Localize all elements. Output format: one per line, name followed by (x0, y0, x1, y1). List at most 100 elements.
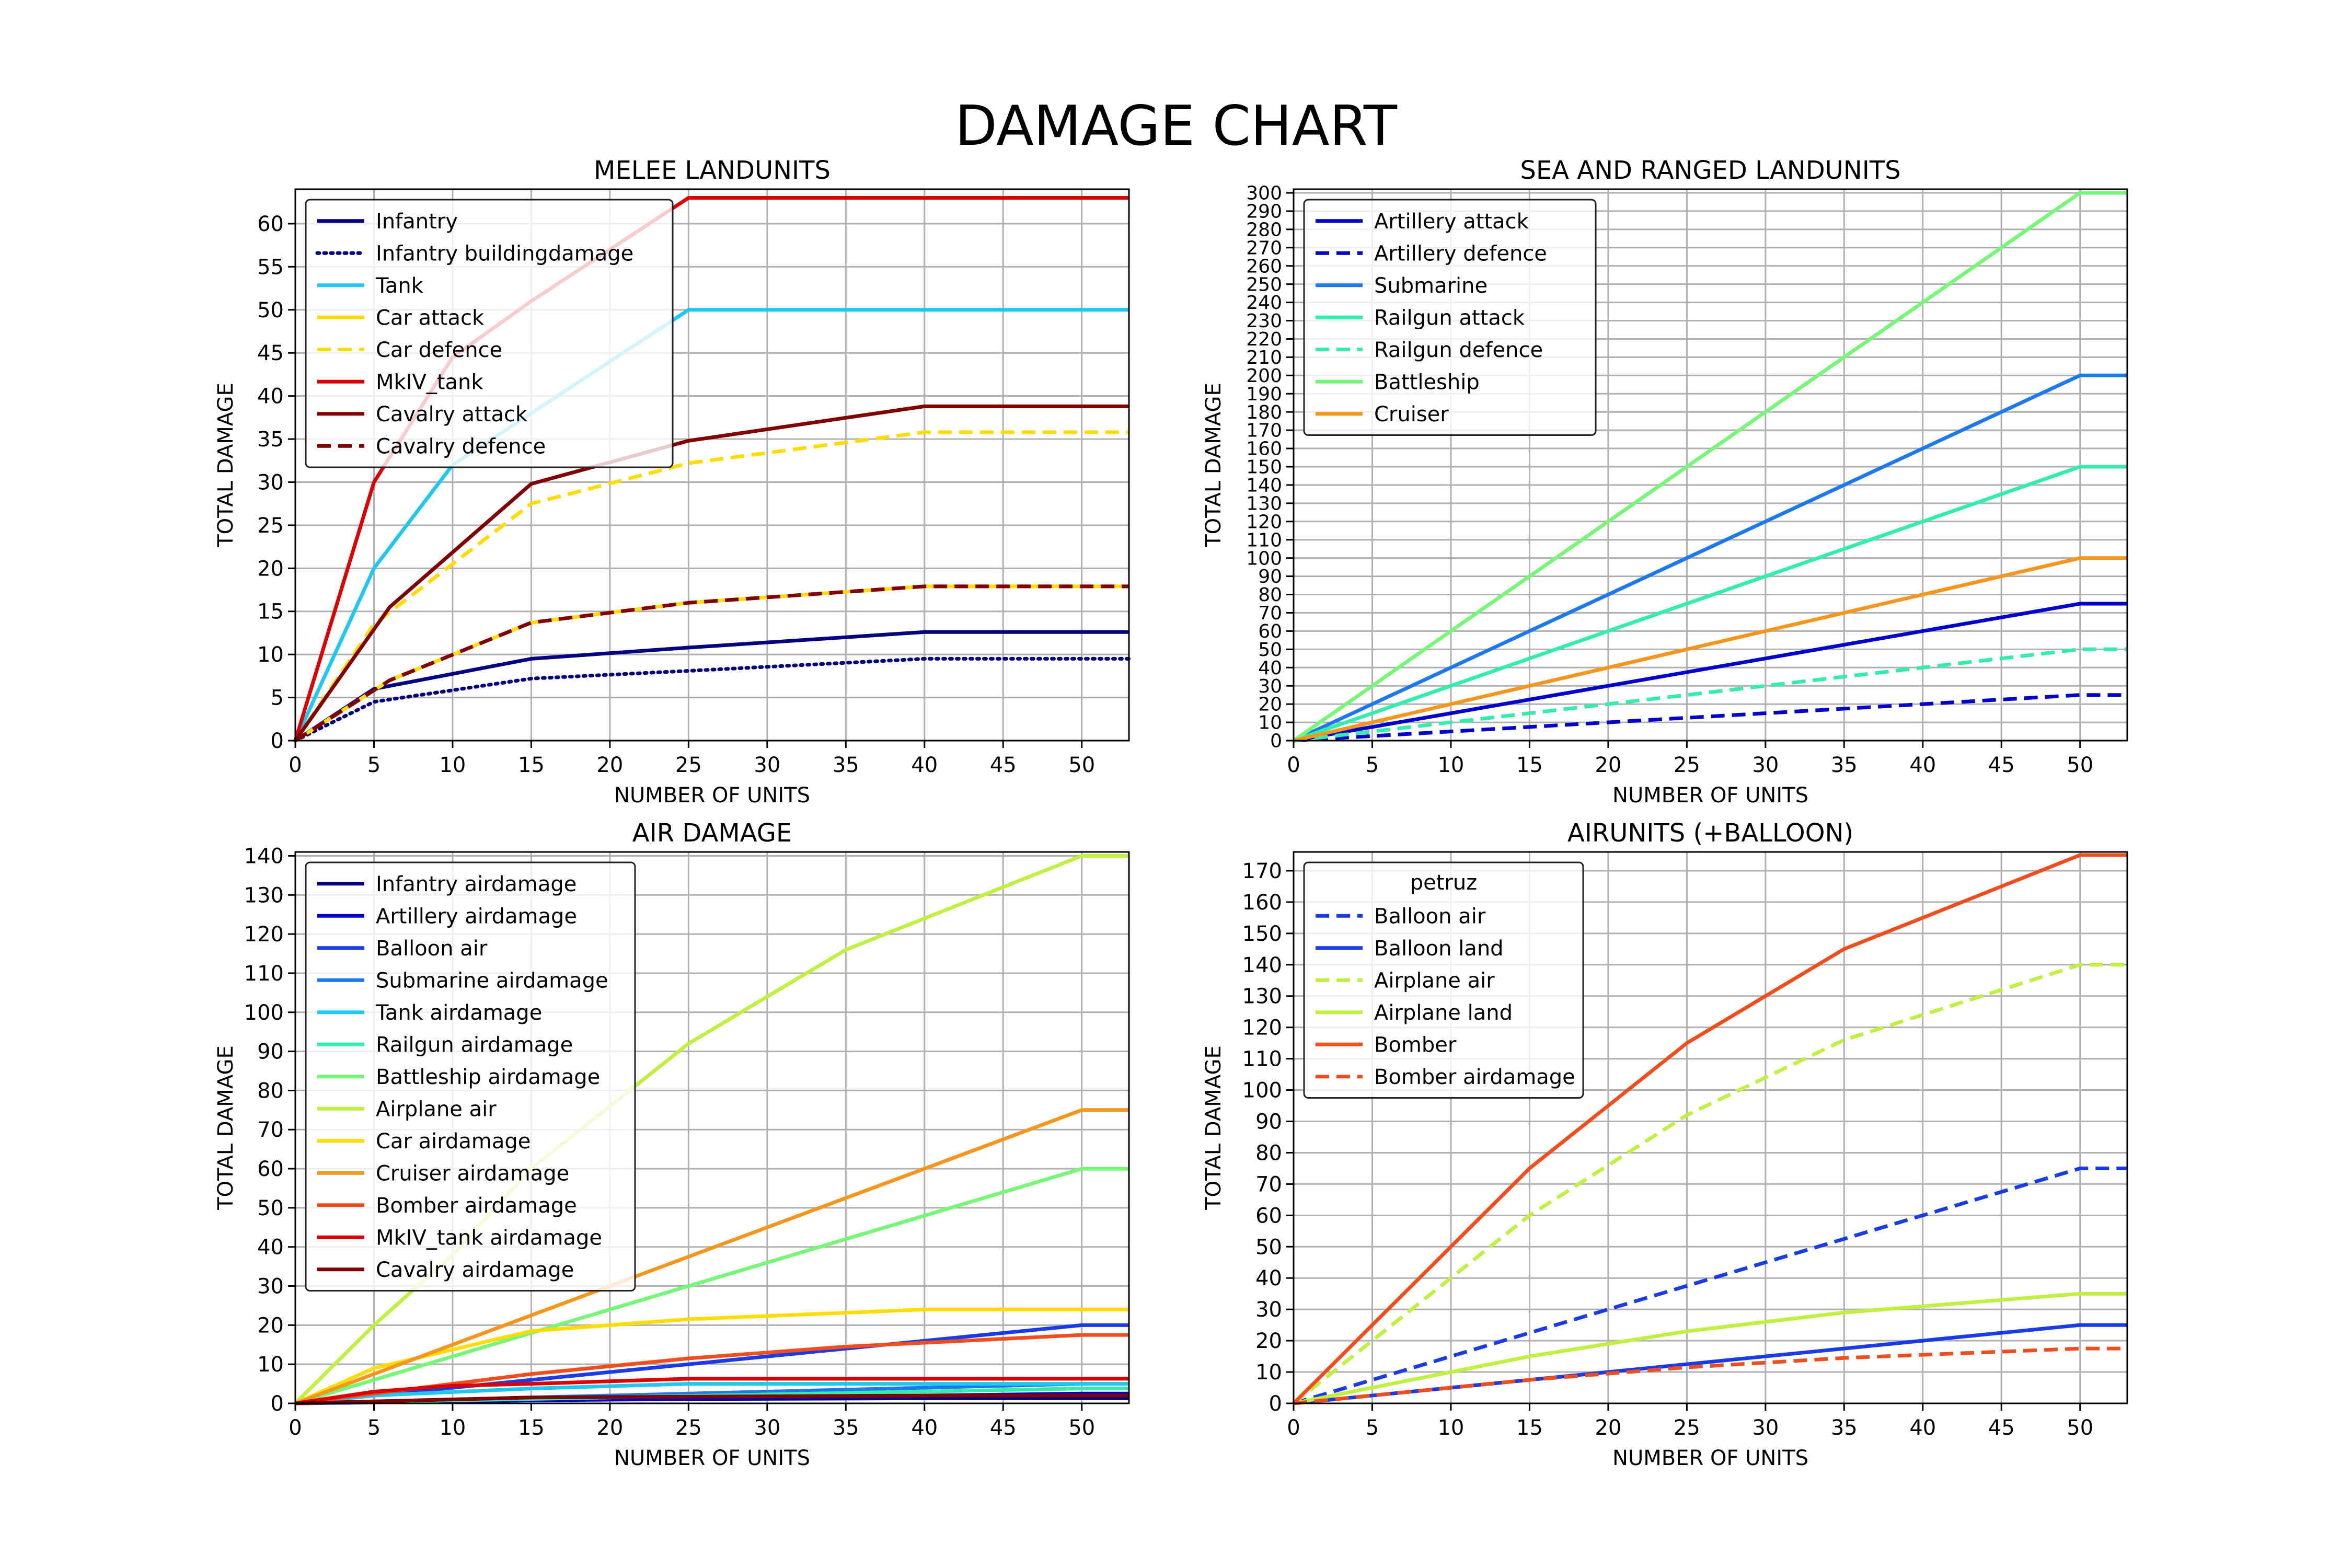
y-tick-label: 210 (1246, 347, 1282, 368)
series-line (295, 1333, 1129, 1405)
x-tick-label: 20 (1595, 753, 1621, 777)
y-tick-label: 10 (1258, 712, 1282, 734)
y-tick-label: 120 (1246, 511, 1282, 533)
legend-label: Railgun airdamage (376, 1033, 573, 1057)
chart-panel-2: 0 5 10 15 20 25 30 35 40 45 5001020304050607080901… (1202, 156, 2128, 808)
legend-label: Battleship airdamage (376, 1065, 600, 1089)
x-tick-label: 30 (1752, 1416, 1779, 1440)
series-line (1293, 373, 2127, 743)
series-line (294, 1167, 1129, 1405)
x-axis-label: NUMBER OF UNITS (614, 783, 810, 808)
legend-label: Artillery defence (1374, 242, 1547, 266)
y-tick-label: 45 (257, 341, 284, 365)
x-axis-label: NUMBER OF UNITS (1612, 1446, 1808, 1470)
chart-title: AIR DAMAGE (632, 818, 792, 848)
y-tick-label: 100 (1246, 548, 1282, 569)
y-tick-label: 170 (1246, 420, 1282, 442)
series-line (1293, 1166, 2127, 1405)
series-line (295, 1377, 1129, 1405)
y-tick-label: 100 (1242, 1079, 1282, 1103)
y-tick-label: 250 (1246, 274, 1282, 295)
y-tick-label: 130 (1246, 493, 1282, 514)
legend-label: Submarine airdamage (376, 969, 608, 993)
series-line (294, 584, 1129, 742)
series-line (294, 1307, 1129, 1405)
x-tick-label: 50 (1068, 753, 1095, 777)
series-line (1292, 963, 2127, 1405)
x-tick-label: 35 (833, 1416, 859, 1440)
legend-label: Bomber airdamage (376, 1194, 577, 1218)
x-tick-label: 15 (518, 1416, 545, 1440)
y-tick-label: 40 (1255, 1266, 1282, 1290)
y-tick-label: 20 (1255, 1329, 1282, 1353)
y-tick-label: 50 (1255, 1235, 1282, 1259)
y-tick-label: 70 (1258, 603, 1282, 624)
legend-label: Artillery airdamage (376, 905, 577, 929)
x-tick-label: 20 (1595, 1416, 1621, 1440)
y-tick-label: 55 (257, 255, 284, 279)
y-tick-label: 40 (257, 1236, 284, 1260)
y-tick-label: 280 (1246, 219, 1282, 240)
x-tick-label: 25 (675, 753, 702, 777)
y-tick-label: 130 (1242, 985, 1282, 1009)
legend: Infantry airdamage Artillery airdamage Bal… (305, 861, 636, 1292)
y-tick-label: 60 (1258, 621, 1282, 642)
series-line (294, 430, 1129, 742)
x-tick-label: 5 (1366, 1416, 1379, 1440)
legend-label: Balloon air (376, 937, 488, 961)
y-tick-label: 220 (1246, 329, 1282, 350)
y-axis-label: TOTAL DAMAGE (1202, 383, 1226, 548)
y-tick-label: 260 (1246, 256, 1282, 277)
y-tick-label: 90 (257, 1040, 284, 1064)
series-line (293, 656, 1131, 743)
y-tick-label: 140 (1242, 953, 1282, 977)
x-tick-label: 35 (1831, 753, 1858, 777)
series-line (1293, 602, 2127, 743)
y-tick-label: 170 (1242, 859, 1282, 883)
legend-label: Tank airdamage (375, 1001, 542, 1025)
y-tick-label: 60 (257, 1157, 284, 1181)
legend-label: Infantry buildingdamage (376, 242, 633, 266)
series-line (294, 1108, 1129, 1405)
legend-box (1303, 861, 1584, 1099)
y-tick-label: 200 (1246, 365, 1282, 387)
plot-frame (1293, 188, 2128, 742)
x-tick-label: 0 (1287, 753, 1300, 777)
series-line (1293, 647, 2127, 743)
y-tick-label: 20 (257, 557, 284, 581)
x-tick-label: 5 (367, 753, 381, 777)
x-tick-label: 10 (1437, 1416, 1464, 1440)
x-tick-label: 10 (439, 1416, 466, 1440)
legend: Infantry Infantry buildingdamage Tank Car a… (305, 199, 674, 468)
x-tick-label: 5 (367, 1416, 381, 1440)
legend-label: Bomber (1374, 1033, 1457, 1057)
x-tick-label: 40 (911, 753, 938, 777)
x-tick-label: 50 (2067, 753, 2093, 777)
legend-title: petruz (1410, 871, 1477, 895)
x-tick-label: 25 (1674, 753, 1700, 777)
y-tick-label: 290 (1246, 201, 1282, 223)
series-line (294, 630, 1129, 742)
x-tick-label: 50 (1068, 1416, 1095, 1440)
y-tick-label: 90 (1258, 566, 1282, 587)
y-tick-label: 230 (1246, 310, 1282, 332)
x-tick-label: 45 (990, 753, 1017, 777)
y-tick-label: 160 (1246, 439, 1282, 460)
y-tick-label: 40 (257, 385, 284, 409)
x-tick-label: 20 (596, 753, 623, 777)
legend-label: Car airdamage (376, 1129, 531, 1154)
y-tick-label: 240 (1246, 292, 1282, 314)
y-tick-label: 80 (1255, 1141, 1282, 1165)
x-tick-label: 40 (1909, 753, 1936, 777)
y-tick-label: 140 (1246, 475, 1282, 497)
y-tick-label: 40 (1258, 658, 1282, 679)
legend-label: Cruiser (1374, 402, 1449, 426)
legend-label: Airplane land (1374, 1001, 1513, 1025)
series-line (1293, 556, 2127, 743)
y-tick-label: 120 (244, 923, 284, 947)
series-line (1293, 465, 2127, 743)
legend-label: Railgun attack (1374, 306, 1525, 330)
chart-title: AIRUNITS (+BALLOON) (1567, 818, 1853, 848)
legend-label: Tank (375, 274, 424, 298)
legend-label: MkIV_tank airdamage (376, 1226, 602, 1250)
